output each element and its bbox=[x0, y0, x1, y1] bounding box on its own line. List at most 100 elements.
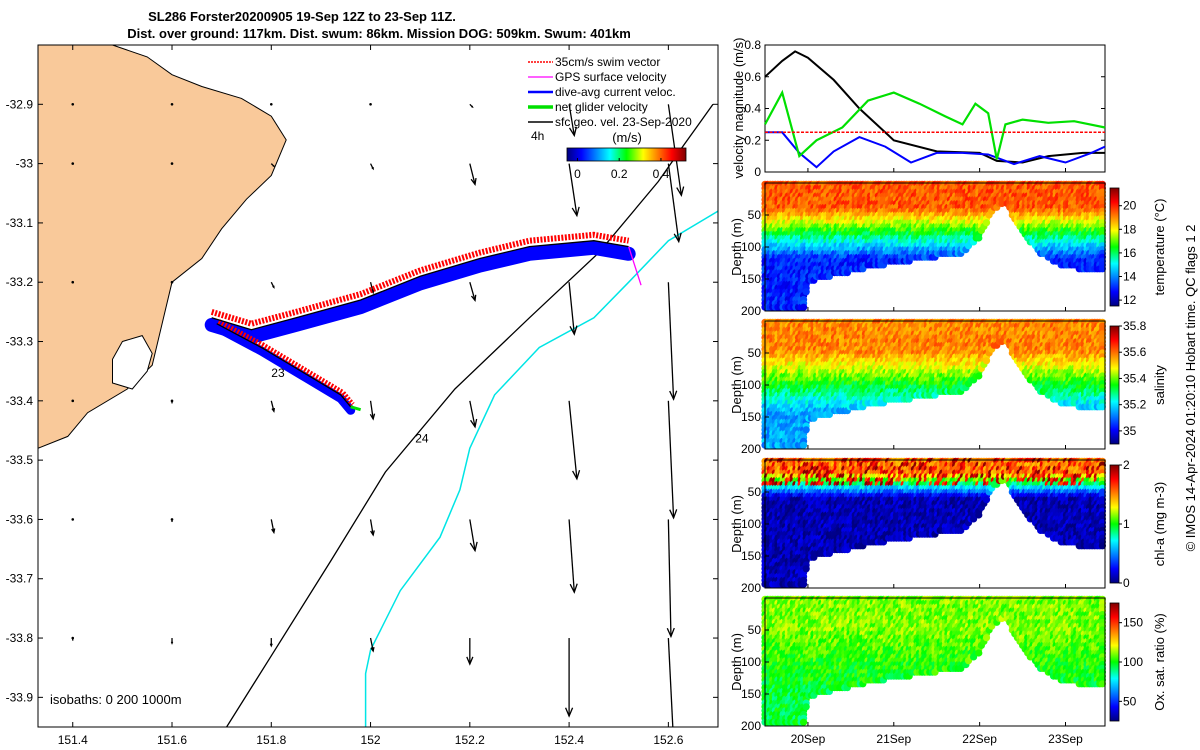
map-x-tick-label: 152.4 bbox=[554, 733, 584, 747]
colorbar-label-chla: chl-a (mg m-3) bbox=[1152, 482, 1167, 567]
velocity-arrow bbox=[568, 519, 578, 594]
velocity-arrow bbox=[469, 519, 478, 553]
velocity-arrow bbox=[466, 638, 474, 666]
legend-dive: dive-avg current veloc. bbox=[555, 85, 676, 99]
map-y-tick-label: -33.5 bbox=[6, 453, 34, 467]
velocity-arrow bbox=[369, 400, 376, 421]
colorbar-tick-label: 150 bbox=[1123, 616, 1143, 630]
legend-gps: GPS surface velocity bbox=[555, 70, 666, 84]
velocity-arrow bbox=[369, 519, 375, 537]
title-line-1: SL286 Forster20200905 19-Sep 12Z to 23-S… bbox=[148, 9, 456, 24]
colorbar-tick-label: 20 bbox=[1123, 199, 1137, 213]
colorbar-chla bbox=[1109, 464, 1120, 584]
depth-label: Depth (m) bbox=[729, 633, 744, 691]
velocity-arrow bbox=[170, 280, 174, 284]
map-x-tick-label: 152.6 bbox=[653, 733, 683, 747]
land-area bbox=[38, 45, 287, 449]
isobath-note: isobaths: 0 200 1000m bbox=[50, 692, 182, 707]
time-tick-label: 22Sep bbox=[962, 732, 997, 746]
velocity-arrow bbox=[568, 104, 578, 138]
section-cells-chla bbox=[761, 457, 1106, 588]
velocity-panel: 0 0.2 0.4 0.6 0.8 velocity magnitude (m/s) bbox=[731, 38, 1106, 179]
velocity-arrow bbox=[469, 400, 478, 429]
map-y-tick-label: -33.2 bbox=[6, 275, 34, 289]
map-y-tick-label: -33.1 bbox=[6, 216, 34, 230]
depth-tick-label: 100 bbox=[741, 240, 761, 254]
colorbar-temperature bbox=[1109, 187, 1120, 307]
velocity-arrow bbox=[568, 282, 578, 336]
velocity-y-tick-label: 0.6 bbox=[744, 70, 761, 84]
map-x-tick-label: 151.4 bbox=[58, 733, 88, 747]
depth-tick-label: 150 bbox=[741, 410, 761, 424]
depth-tick-label: 150 bbox=[741, 687, 761, 701]
colorbar-tick-label: 35.2 bbox=[1123, 398, 1147, 412]
map-colorbar bbox=[566, 147, 687, 162]
map-y-ticks: -32.9 -33 -33.1 -33.2 -33.3 -33.4 -33.5 -33.6 -3… bbox=[6, 97, 718, 704]
velocity-arrow bbox=[369, 637, 375, 653]
velocity-arrow bbox=[270, 281, 275, 289]
colorbar-oxygen bbox=[1109, 602, 1120, 722]
depth-tick-label: 100 bbox=[741, 655, 761, 669]
velocity-arrow bbox=[369, 103, 372, 106]
velocity-arrow bbox=[71, 518, 75, 521]
colorbar-label-salinity: salinity bbox=[1152, 365, 1167, 405]
map-x-tick-label: 151.8 bbox=[256, 733, 286, 747]
velocity-arrow bbox=[469, 103, 474, 109]
depth-label: Depth (m) bbox=[729, 495, 744, 553]
time-tick-label: 21Sep bbox=[876, 732, 911, 746]
colorbar-tick-label: 16 bbox=[1123, 246, 1137, 260]
velocity-y-tick-label: 0.2 bbox=[744, 133, 761, 147]
velocity-arrow bbox=[71, 636, 75, 641]
velocity-series bbox=[764, 50, 1106, 169]
map-y-tick-label: -33.6 bbox=[6, 512, 34, 526]
velocity-arrow bbox=[666, 519, 675, 639]
map-panel: 23 24 151.4 151.6 151.8 152 152.2 152.4 152.6 … bbox=[6, 44, 719, 747]
velocity-arrow bbox=[469, 163, 477, 187]
velocity-arrow bbox=[667, 400, 678, 520]
map-x-tick-label: 152.2 bbox=[455, 733, 485, 747]
colorbar-label-temperature: temperature (°C) bbox=[1152, 199, 1167, 296]
colorbar-tick-label: 2 bbox=[1123, 458, 1130, 472]
velocity-arrow bbox=[170, 518, 174, 523]
map-y-tick-label: -33.7 bbox=[6, 572, 34, 586]
depth-label: Depth (m) bbox=[729, 356, 744, 414]
surface-velocity-arrows bbox=[71, 103, 685, 727]
net-glider-velocity-vector bbox=[350, 405, 362, 412]
coastal-lake bbox=[112, 335, 153, 390]
velocity-arrow bbox=[667, 638, 674, 727]
section-cells-salinity bbox=[761, 318, 1106, 449]
dive-avg-current-track-2 bbox=[212, 322, 356, 415]
colorbar-salinity bbox=[1109, 325, 1120, 445]
swim-vector-track-2 bbox=[217, 319, 355, 406]
velocity-arrow bbox=[71, 399, 75, 403]
velocity-arrow bbox=[469, 282, 477, 303]
map-y-tick-label: -32.9 bbox=[6, 97, 34, 111]
velocity-arrow bbox=[170, 399, 174, 404]
velocity-line bbox=[765, 131, 1106, 169]
velocity-arrow bbox=[270, 163, 276, 168]
colorbar-tick-label: 100 bbox=[1123, 655, 1143, 669]
depth-tick-label: 200 bbox=[741, 304, 761, 318]
colorbar-tick-label: 50 bbox=[1123, 694, 1137, 708]
colorbar-tick-label: 12 bbox=[1123, 293, 1137, 307]
velocity-arrow bbox=[564, 638, 574, 718]
velocity-arrow bbox=[170, 103, 174, 106]
time-scale-label: 4h bbox=[531, 129, 544, 143]
swim-vector-track bbox=[210, 231, 630, 327]
map-x-tick-label: 152 bbox=[361, 733, 381, 747]
legend-swim: 35cm/s swim vector bbox=[555, 55, 660, 69]
isobath-1000m bbox=[364, 210, 718, 727]
velocity-arrow bbox=[270, 400, 276, 413]
depth-tick-label: 50 bbox=[748, 623, 762, 637]
colorbar-tick-label: 18 bbox=[1123, 222, 1137, 236]
velocity-arrow bbox=[71, 280, 75, 284]
colorbar-tick-label: 35.6 bbox=[1123, 345, 1147, 359]
velocity-y-tick-label: 0.8 bbox=[744, 38, 761, 52]
velocity-ylabel: velocity magnitude (m/s) bbox=[731, 38, 746, 179]
colorbar-tick-label: 35.8 bbox=[1123, 319, 1147, 333]
velocity-arrow bbox=[269, 103, 273, 106]
glider-track-2 bbox=[216, 323, 352, 408]
depth-tick-label: 200 bbox=[741, 581, 761, 595]
